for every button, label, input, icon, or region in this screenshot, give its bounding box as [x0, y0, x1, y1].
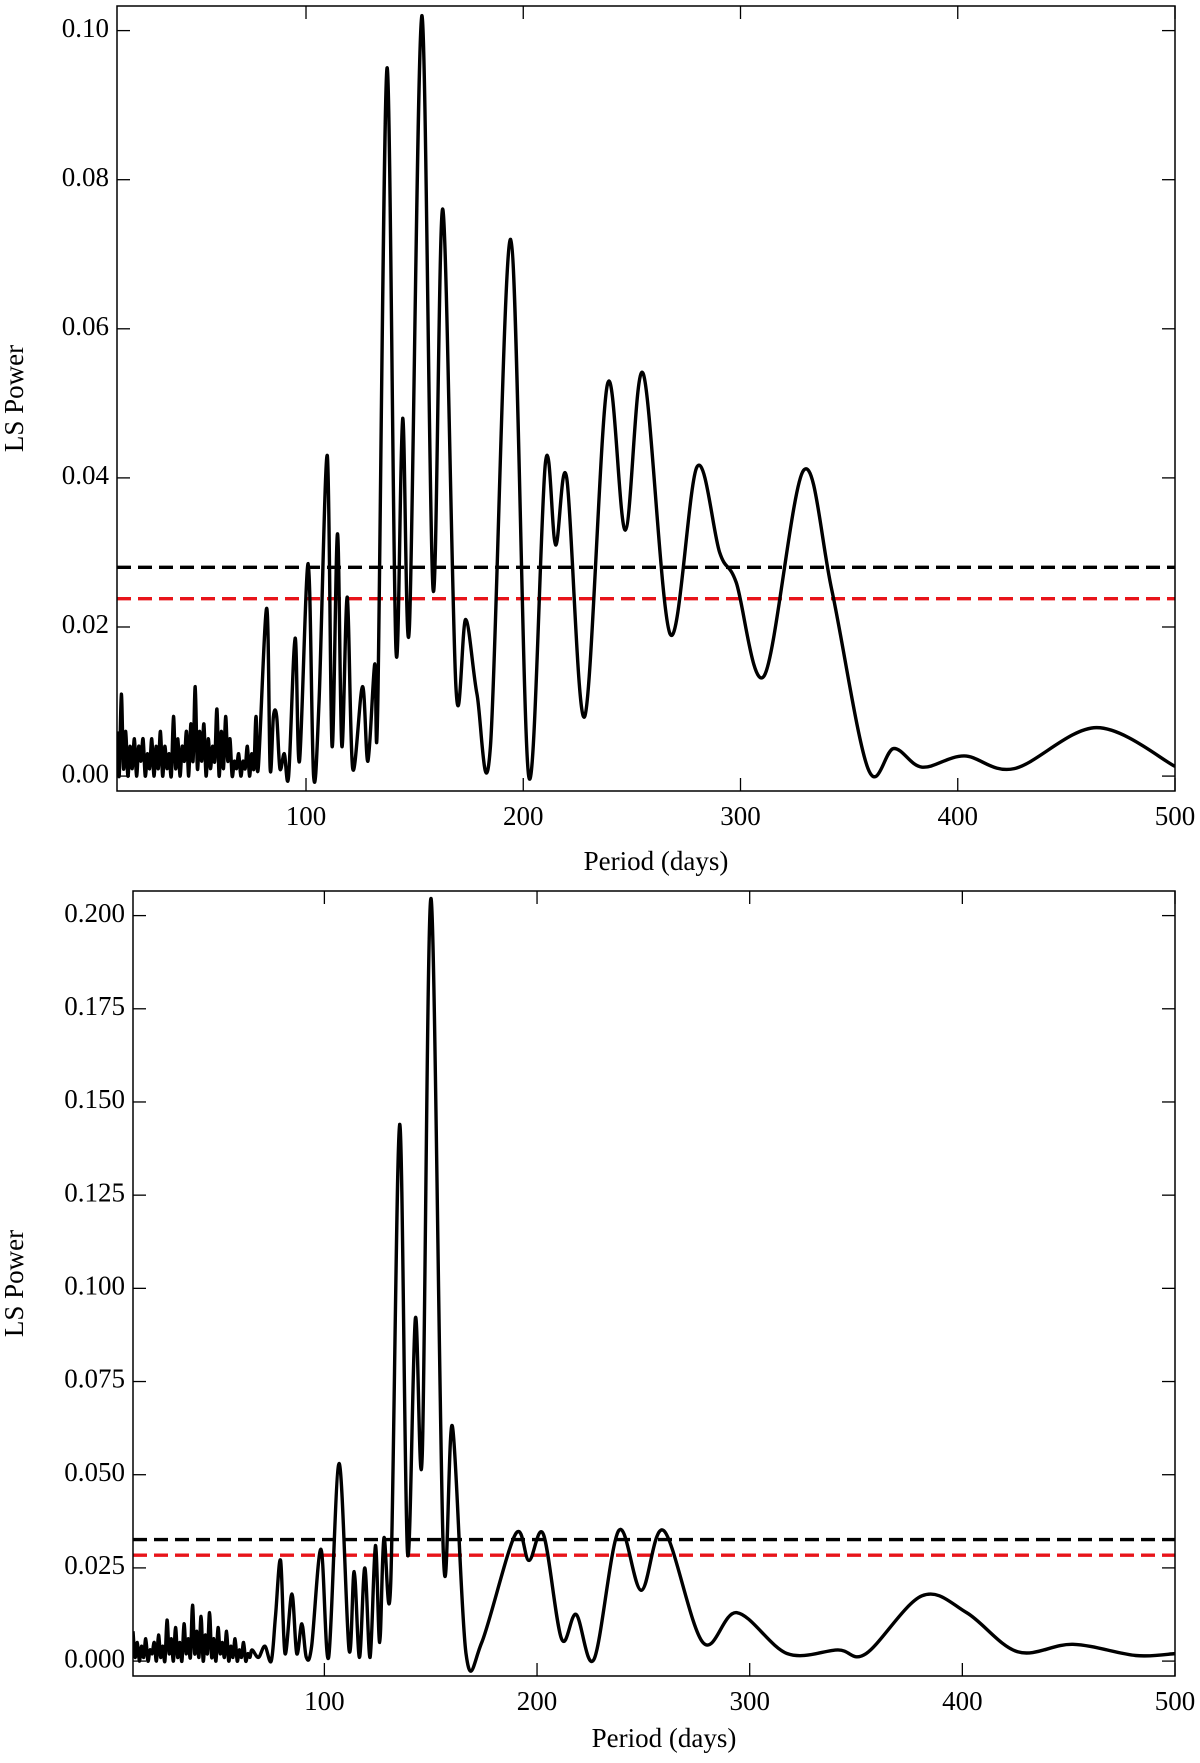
x-tick-label: 500 — [1155, 801, 1196, 831]
y-tick-label: 0.150 — [64, 1084, 125, 1114]
periodogram-line — [117, 13, 1175, 785]
y-tick-label: 0.00 — [62, 758, 109, 788]
x-tick-label: 200 — [503, 801, 544, 831]
x-tick-label: 400 — [942, 1686, 983, 1716]
y-tick-label: 0.10 — [62, 13, 109, 43]
y-tick-label: 0.025 — [64, 1550, 125, 1580]
plot-frame — [132, 890, 1176, 1677]
x-tick-label: 300 — [720, 801, 761, 831]
x-tick-label: 100 — [304, 1686, 345, 1716]
x-tick-label: 200 — [517, 1686, 558, 1716]
x-axis-label: Period (days) — [592, 1723, 737, 1753]
x-axis-label: Period (days) — [584, 846, 729, 876]
y-tick-label: 0.100 — [64, 1271, 125, 1301]
y-tick-label: 0.02 — [62, 609, 109, 639]
x-tick-label: 300 — [729, 1686, 770, 1716]
y-tick-label: 0.175 — [64, 991, 125, 1021]
y-tick-label: 0.075 — [64, 1364, 125, 1394]
x-tick-label: 400 — [938, 801, 979, 831]
y-tick-label: 0.04 — [62, 460, 110, 490]
y-axis-label: LS Power — [0, 345, 29, 452]
y-tick-label: 0.200 — [64, 898, 125, 928]
y-tick-label: 0.000 — [64, 1643, 125, 1673]
y-tick-label: 0.08 — [62, 162, 109, 192]
x-tick-label: 500 — [1155, 1686, 1196, 1716]
plot-frame — [116, 5, 1176, 792]
periodogram-line — [133, 897, 1175, 1673]
y-tick-label: 0.050 — [64, 1457, 125, 1487]
x-tick-label: 100 — [286, 801, 327, 831]
y-tick-label: 0.125 — [64, 1177, 125, 1207]
y-tick-label: 0.06 — [62, 311, 109, 341]
y-axis-label: LS Power — [0, 1230, 29, 1337]
